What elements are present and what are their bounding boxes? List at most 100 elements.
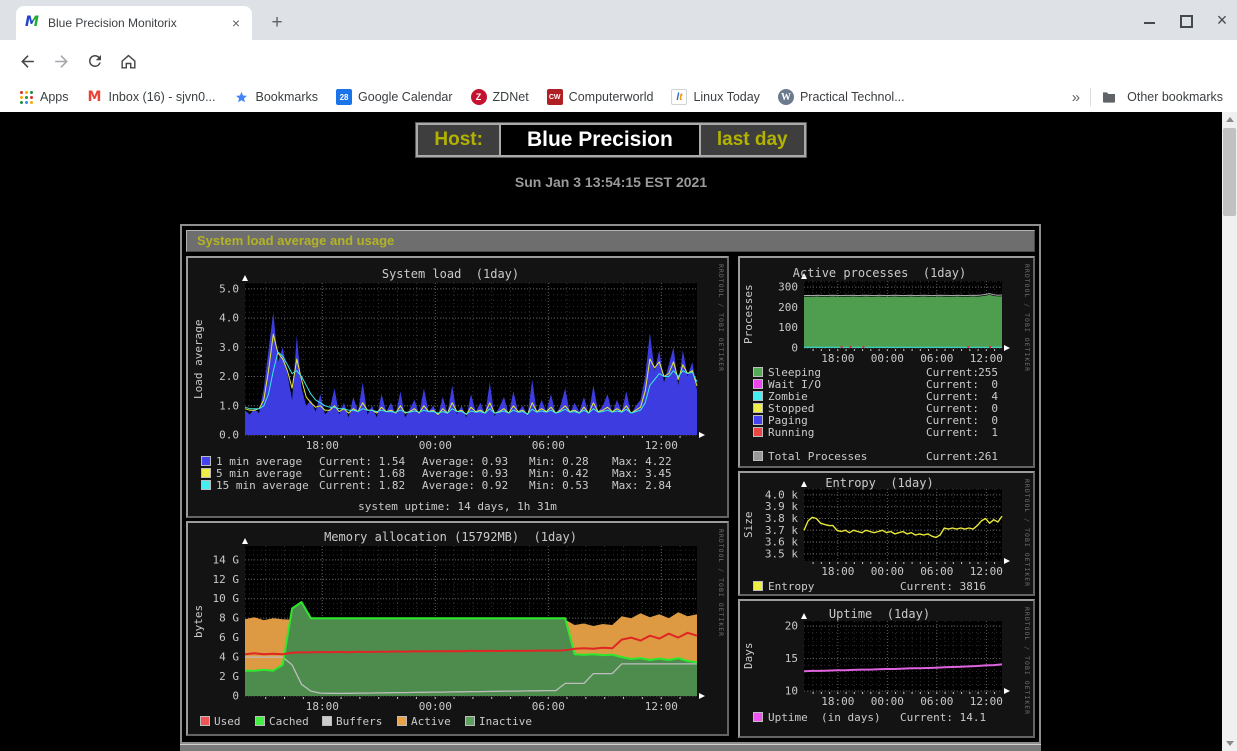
- legend-swatch: [255, 716, 265, 726]
- system-load-section: System load average and usage 0.0 1.0 2.0 3…: [180, 224, 1041, 744]
- legend-row: Uptime (in days) Current: 14.1: [740, 711, 1033, 724]
- page-scrollbar[interactable]: [1222, 112, 1237, 751]
- rrdtool-watermark: RRDTOOL / TOBI OETIKER: [1023, 264, 1031, 373]
- svg-text:06:00: 06:00: [920, 352, 953, 365]
- uptime-graph[interactable]: 10 15 20 18:00 00:00 06:00 12:00 Uptime (1day)…: [740, 601, 1033, 736]
- graph-title: Memory allocation (15792MB) (1day): [324, 530, 577, 544]
- svg-text:5.0: 5.0: [219, 282, 239, 295]
- computerworld-icon: CW: [546, 89, 563, 105]
- report-datetime: Sun Jan 3 13:54:15 EST 2021: [514, 174, 708, 190]
- back-button[interactable]: [15, 49, 39, 73]
- svg-text:18:00: 18:00: [821, 352, 854, 365]
- legend-row: Sleeping Current: 255: [740, 366, 1033, 379]
- section-title: System load average and usage: [186, 230, 1035, 252]
- browser-tab[interactable]: M Blue Precision Monitorix ×: [16, 6, 252, 40]
- bookmark-label: Practical Technol...: [799, 90, 905, 104]
- svg-text:06:00: 06:00: [532, 700, 565, 713]
- active-processes-graph[interactable]: 0 100 200 300 18:00 00:00 06:00 12:00 Active pr…: [740, 258, 1033, 466]
- bookmark-computerworld[interactable]: CW Computerworld: [546, 89, 654, 105]
- legend-row: Wait I/O Current: 0: [740, 378, 1033, 391]
- legend-row: Stopped Current: 0: [740, 402, 1033, 415]
- legend-swatch: [201, 480, 211, 490]
- host-selector-box: Host: Blue Precision last day: [415, 122, 807, 158]
- scroll-up-icon[interactable]: [1222, 112, 1237, 127]
- uptime-panel[interactable]: 10 15 20 18:00 00:00 06:00 12:00 Uptime (1day)…: [738, 599, 1035, 738]
- bookmark-label: Bookmarks: [255, 90, 319, 104]
- graph-title: Uptime (1day): [828, 607, 931, 621]
- apps-grid-icon: [18, 89, 34, 105]
- home-icon: [120, 54, 136, 69]
- svg-text:4.0 k: 4.0 k: [765, 488, 798, 501]
- gmail-icon: M: [87, 89, 102, 105]
- y-axis-label: Processes: [742, 284, 755, 345]
- bookmarks-right-group: » Other bookmarks: [1072, 88, 1223, 106]
- system-load-graph[interactable]: 0.0 1.0 2.0 3.0 4.0 5.0 18:00 00:00 06:00 12:00 S…: [188, 258, 727, 516]
- active-processes-panel[interactable]: 0 100 200 300 18:00 00:00 06:00 12:00 Active pr…: [738, 256, 1035, 468]
- forward-icon: [54, 54, 68, 68]
- wordpress-icon: W: [777, 89, 794, 105]
- reload-button[interactable]: [83, 49, 107, 73]
- monitorix-favicon: M: [24, 13, 40, 34]
- bookmarks-divider: [1090, 88, 1092, 106]
- scrollbar-thumb[interactable]: [1223, 128, 1236, 216]
- bookmark-inbox[interactable]: M Inbox (16) - sjvn0...: [87, 89, 216, 105]
- legend-swatch: [753, 581, 763, 591]
- tab-strip: M Blue Precision Monitorix × + ×: [0, 0, 1237, 40]
- svg-text:12:00: 12:00: [645, 700, 678, 713]
- scroll-down-icon[interactable]: [1222, 736, 1237, 751]
- bookmark-zdnet[interactable]: Z ZDNet: [470, 89, 529, 105]
- legend-row: Zombie Current: 4: [740, 390, 1033, 403]
- bookmarks-overflow-chevron[interactable]: »: [1071, 88, 1081, 106]
- legend-swatch: [201, 468, 211, 478]
- zdnet-icon: Z: [470, 89, 487, 105]
- tab-title: Blue Precision Monitorix: [48, 16, 177, 30]
- bookmark-apps[interactable]: Apps: [18, 89, 69, 105]
- tab-close-icon[interactable]: ×: [231, 15, 241, 31]
- svg-text:18:00: 18:00: [306, 700, 339, 713]
- svg-text:20: 20: [785, 620, 798, 633]
- system-load-panel[interactable]: 0.0 1.0 2.0 3.0 4.0 5.0 18:00 00:00 06:00 12:00 S…: [186, 256, 729, 518]
- legend-swatch: [753, 403, 763, 413]
- svg-text:18:00: 18:00: [306, 439, 339, 452]
- bookmark-practical-technology[interactable]: W Practical Technol...: [777, 89, 905, 105]
- entropy-panel[interactable]: 3.5 k 3.6 k 3.7 k 3.8 k 3.9 k 4.0 k 18:00 00:00…: [738, 471, 1035, 596]
- legend-swatch: [753, 379, 763, 389]
- bookmark-google-calendar[interactable]: 28 Google Calendar: [336, 89, 453, 105]
- new-tab-button[interactable]: +: [271, 12, 283, 33]
- svg-text:14 G: 14 G: [213, 553, 240, 566]
- memory-panel[interactable]: 0 2 G 4 G 6 G 8 G 10 G 12 G 14 G 18:00 00:00 06:00…: [186, 521, 729, 736]
- svg-text:3.0: 3.0: [219, 341, 239, 354]
- bookmark-label: Computerworld: [568, 90, 654, 104]
- bookmark-bookmarks[interactable]: Bookmarks: [234, 89, 319, 105]
- host-label: Host:: [418, 125, 499, 155]
- svg-text:M: M: [25, 14, 39, 29]
- svg-text:18:00: 18:00: [821, 695, 854, 708]
- forward-button[interactable]: [49, 49, 73, 73]
- back-icon: [20, 54, 34, 68]
- window-close-icon[interactable]: ×: [1216, 10, 1228, 30]
- memory-allocation-graph[interactable]: 0 2 G 4 G 6 G 8 G 10 G 12 G 14 G 18:00 00:00 06:00…: [188, 523, 727, 734]
- svg-text:3.7 k: 3.7 k: [765, 524, 798, 537]
- minimize-icon[interactable]: [1143, 13, 1157, 27]
- legend-row: Entropy Current: 3816: [740, 580, 1033, 593]
- svg-text:2 G: 2 G: [219, 670, 239, 683]
- svg-text:00:00: 00:00: [419, 700, 452, 713]
- svg-text:15: 15: [785, 652, 798, 665]
- bookmark-label: Linux Today: [693, 90, 760, 104]
- home-button[interactable]: [116, 49, 140, 73]
- bookmark-label: Apps: [40, 90, 69, 104]
- entropy-graph[interactable]: 3.5 k 3.6 k 3.7 k 3.8 k 3.9 k 4.0 k 18:00 00:00…: [740, 473, 1033, 594]
- bookmarks-bar: Apps M Inbox (16) - sjvn0... Bookmarks 2…: [0, 82, 1237, 112]
- y-axis-label: bytes: [192, 604, 205, 638]
- time-range-label: last day: [700, 125, 804, 155]
- svg-text:3.6 k: 3.6 k: [765, 536, 798, 549]
- svg-text:300: 300: [778, 281, 798, 294]
- svg-text:8 G: 8 G: [219, 612, 239, 625]
- maximize-icon[interactable]: [1179, 13, 1193, 28]
- svg-text:0: 0: [791, 342, 798, 355]
- legend-swatch: [397, 716, 407, 726]
- other-bookmarks-label[interactable]: Other bookmarks: [1127, 90, 1223, 104]
